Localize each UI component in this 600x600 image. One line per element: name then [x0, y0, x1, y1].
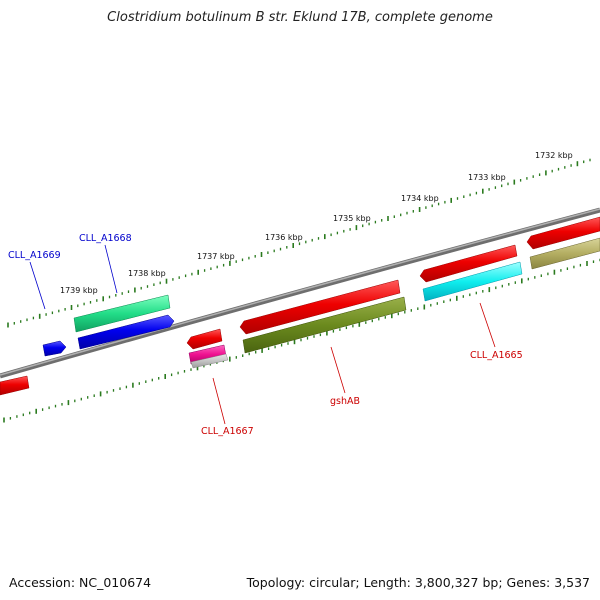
label-gshAB[interactable]: gshAB — [330, 396, 360, 407]
kbp-label-1732: 1732 kbp — [535, 151, 573, 160]
outer-tick-track — [7, 158, 591, 328]
kbp-label-1738: 1738 kbp — [128, 269, 166, 278]
label-CLL_A1667[interactable]: CLL_A1667 — [201, 426, 254, 437]
genome-backbone-highlight — [0, 208, 600, 376]
leader-CLL_A1669 — [29, 261, 46, 310]
gene-1734-red[interactable] — [419, 244, 518, 283]
gene-CLL_A1667-red[interactable] — [186, 328, 223, 350]
leader-gshAB — [330, 346, 346, 394]
kbp-label-1739: 1739 kbp — [60, 286, 98, 295]
map-title: Clostridium botulinum B str. Eklund 17B,… — [107, 10, 493, 25]
gene-CLL_A1665[interactable] — [422, 261, 523, 302]
gene-CLL_A1668[interactable] — [73, 294, 171, 333]
label-CLL_A1669[interactable]: CLL_A1669 — [8, 250, 61, 261]
kbp-label-1735: 1735 kbp — [333, 214, 371, 223]
gene-1732-red[interactable] — [526, 216, 600, 250]
kbp-label-1734: 1734 kbp — [401, 194, 439, 203]
genome-summary-text: Topology: circular; Length: 3,800,327 bp… — [246, 575, 590, 590]
kbp-label-1737: 1737 kbp — [197, 252, 235, 261]
leader-CLL_A1667 — [212, 377, 226, 425]
gene-gshAB-red[interactable] — [239, 279, 401, 335]
gene-CLL_A1669[interactable] — [42, 340, 67, 357]
gene-gshAB[interactable] — [242, 296, 407, 354]
label-CLL_A1665[interactable]: CLL_A1665 — [470, 350, 523, 361]
leader-CLL_A1665 — [479, 302, 496, 348]
gene-CLL_A1669-block[interactable] — [77, 314, 175, 350]
gene-CLL_A1667[interactable] — [188, 344, 229, 369]
gene-left-edge[interactable] — [0, 375, 30, 396]
leader-CLL_A1668 — [104, 244, 118, 294]
genome-backbone — [0, 207, 600, 379]
label-CLL_A1668[interactable]: CLL_A1668 — [79, 233, 132, 244]
accession-text: Accession: NC_010674 — [9, 575, 152, 590]
inner-tick-track — [3, 258, 600, 423]
kbp-label-1733: 1733 kbp — [468, 173, 506, 182]
gene-1732-khaki[interactable] — [529, 237, 600, 270]
kbp-label-1736: 1736 kbp — [265, 233, 303, 242]
